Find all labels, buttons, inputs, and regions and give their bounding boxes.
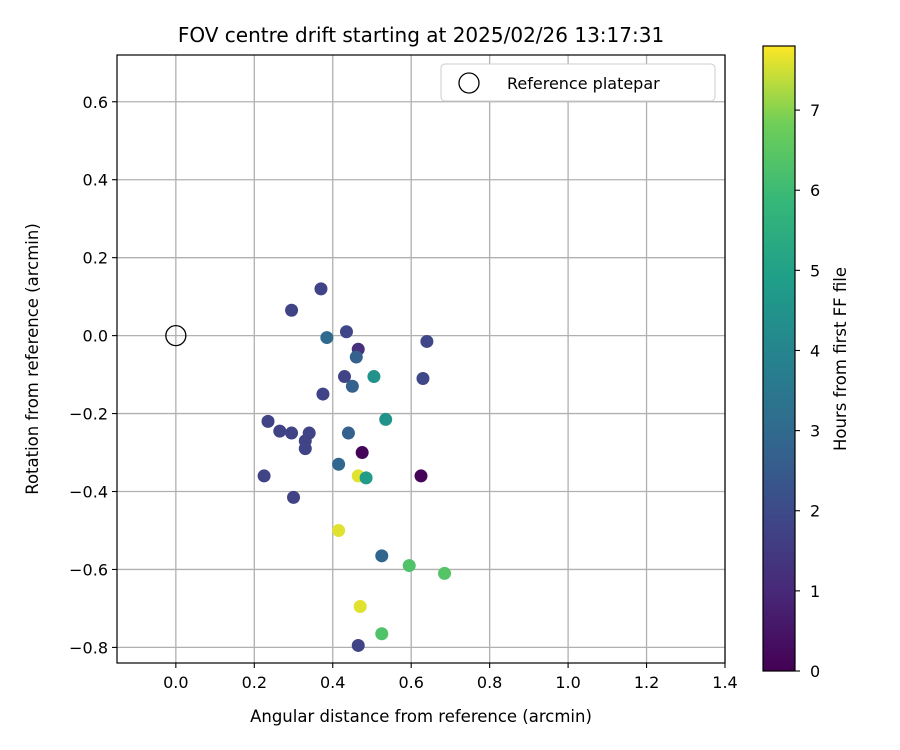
data-point: [287, 490, 301, 504]
colorbar-tick-label: 7: [810, 101, 820, 120]
colorbar-label: Hours from first FF file: [831, 267, 850, 451]
colorbar-tick-label: 5: [810, 261, 820, 280]
data-point: [353, 599, 367, 613]
y-tick-label: −0.6: [69, 560, 108, 579]
data-point: [285, 303, 299, 317]
data-point: [375, 549, 389, 563]
data-point: [332, 457, 346, 471]
colorbar-tick-label: 3: [810, 422, 820, 441]
plot-frame: [116, 54, 726, 664]
x-tick-label: 0.2: [242, 673, 267, 692]
data-point: [379, 412, 393, 426]
y-tick-label: −0.2: [69, 405, 108, 424]
data-point: [375, 627, 389, 641]
x-axis-label: Angular distance from reference (arcmin): [250, 707, 592, 726]
colorbar-tick-label: 1: [810, 582, 820, 601]
y-tick-label: 0.6: [83, 93, 108, 112]
data-point: [341, 426, 355, 440]
y-tick-label: −0.8: [69, 638, 108, 657]
data-point: [345, 379, 359, 393]
data-point: [351, 638, 365, 652]
data-point: [273, 424, 287, 438]
data-point: [257, 469, 271, 483]
x-tick-label: 0.0: [163, 673, 188, 692]
reference-marker-group: [165, 324, 187, 347]
chart-title: FOV centre drift starting at 2025/02/26 …: [178, 23, 664, 47]
data-point: [416, 371, 430, 385]
colorbar-tick-label: 6: [810, 181, 820, 200]
y-tick-label: 0.0: [83, 327, 108, 346]
colorbar-tick-label: 4: [810, 341, 820, 360]
x-tick-label: 0.4: [320, 673, 345, 692]
y-tick-label: −0.4: [69, 483, 108, 502]
data-point: [320, 331, 334, 345]
data-point: [332, 523, 346, 537]
y-axis-label: Rotation from reference (arcmin): [23, 223, 42, 495]
data-point: [349, 350, 363, 364]
data-point: [414, 469, 428, 483]
legend: Reference platepar: [440, 63, 716, 102]
data-point: [438, 566, 452, 580]
y-tick-label: 0.2: [83, 249, 108, 268]
x-axis-ticks: 0.0 0.2 0.4 0.6 0.8 1.0 1.2 1.4: [163, 663, 738, 692]
data-point: [261, 414, 275, 428]
colorbar-tick-label: 2: [810, 502, 820, 521]
y-tick-label: 0.4: [83, 171, 108, 190]
legend-box: [440, 63, 716, 102]
data-point: [338, 370, 352, 384]
colorbar-gradient: [763, 46, 795, 671]
reference-marker: [165, 324, 187, 347]
data-points: [257, 282, 452, 652]
data-point: [420, 334, 434, 348]
colorbar-frame: [762, 45, 796, 672]
data-point: [316, 387, 330, 401]
colorbar-ticks: 0 1 2 3 4 5 6 7: [795, 101, 820, 681]
legend-reference-icon: [458, 72, 480, 94]
y-axis-ticks: 0.6 0.4 0.2 0.0 −0.2 −0.4 −0.6 −0.8: [69, 93, 117, 657]
data-point: [285, 426, 299, 440]
legend-entry-reference: Reference platepar: [507, 74, 660, 93]
data-point: [314, 282, 328, 296]
x-tick-label: 1.2: [634, 673, 659, 692]
data-point: [367, 370, 381, 384]
x-tick-label: 1.4: [712, 673, 737, 692]
data-point: [339, 325, 353, 339]
data-point: [355, 446, 369, 460]
colorbar-tick-label: 0: [810, 662, 820, 681]
x-tick-label: 0.6: [398, 673, 423, 692]
x-tick-label: 0.8: [477, 673, 502, 692]
data-point: [298, 442, 312, 456]
data-point: [402, 559, 416, 573]
data-point: [359, 471, 373, 485]
x-tick-label: 1.0: [555, 673, 580, 692]
